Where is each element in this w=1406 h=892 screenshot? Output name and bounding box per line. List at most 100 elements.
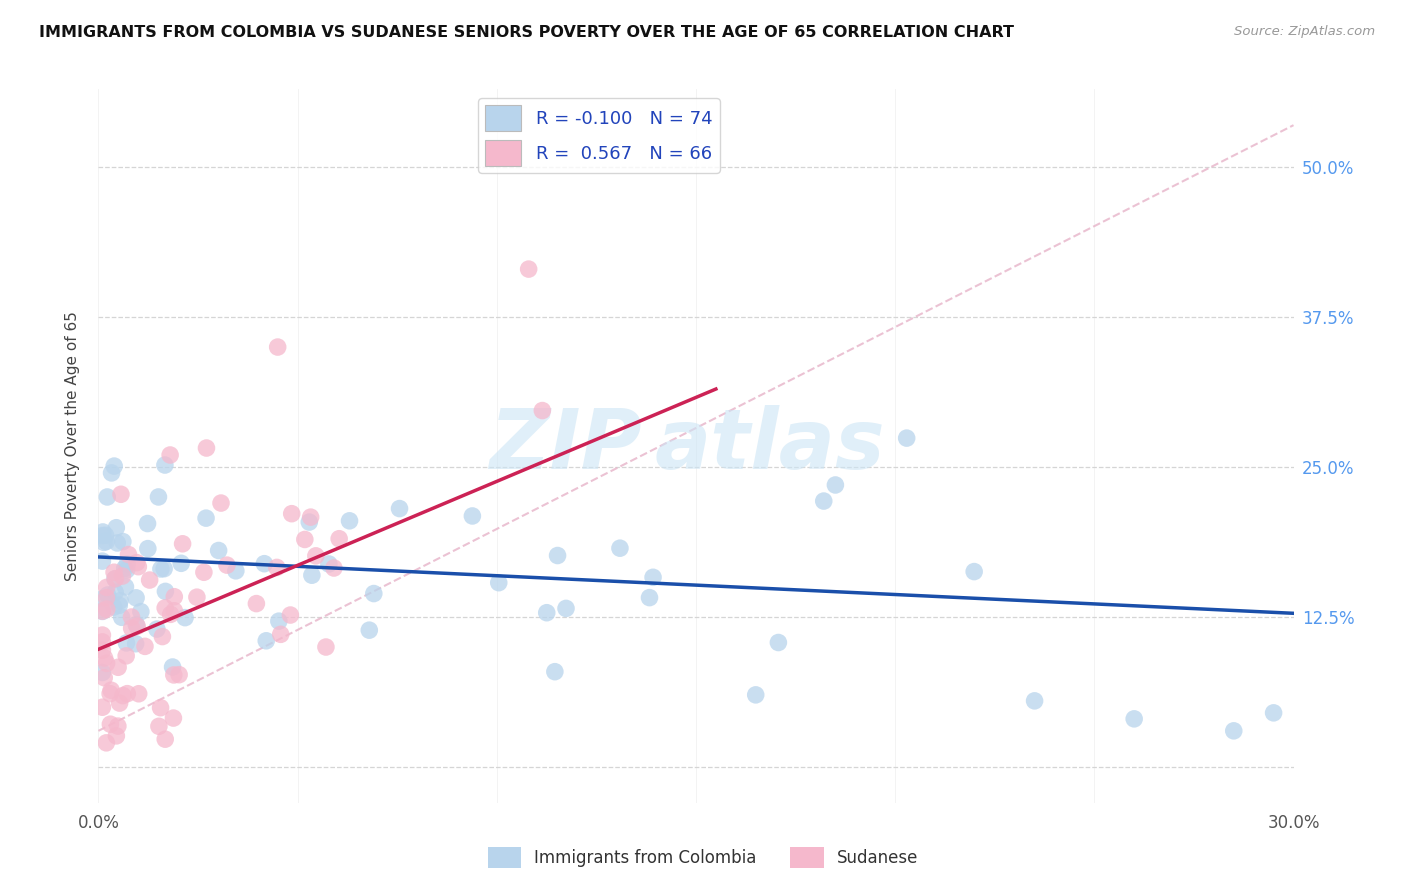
Point [93, 535, 115, 549]
Point [339, 514, 361, 528]
Point [225, 564, 247, 578]
Point [96, 534, 118, 549]
Point [294, 533, 316, 547]
Point [114, 561, 136, 575]
Point [115, 648, 138, 663]
Point [159, 607, 181, 622]
Point [148, 719, 170, 733]
Point [322, 561, 344, 575]
Point [299, 510, 322, 524]
Point [111, 689, 134, 703]
Point [136, 516, 159, 531]
Point [195, 441, 218, 455]
Point [100, 683, 122, 698]
Point [167, 667, 190, 681]
Point [107, 660, 129, 674]
Point [768, 635, 790, 649]
Point [301, 568, 323, 582]
Point [155, 732, 177, 747]
Point [152, 630, 174, 644]
Point [98, 717, 121, 731]
Point [111, 569, 134, 583]
Point [114, 580, 136, 594]
Point [555, 601, 578, 615]
Point [108, 594, 131, 608]
Point [136, 541, 159, 556]
Point [111, 534, 134, 549]
Point [896, 431, 918, 445]
Point [245, 597, 267, 611]
Point [138, 573, 160, 587]
Point [128, 687, 150, 701]
Point [91, 554, 114, 568]
Point [298, 515, 321, 529]
Point [155, 584, 177, 599]
Point [267, 614, 290, 628]
Point [315, 640, 337, 654]
Point [105, 729, 128, 743]
Point [108, 696, 131, 710]
Point [96, 581, 118, 595]
Point [107, 719, 129, 733]
Point [91, 643, 114, 657]
Point [125, 556, 148, 570]
Point [305, 549, 328, 563]
Point [104, 572, 127, 586]
Point [111, 610, 134, 624]
Point [96, 591, 118, 605]
Point [96, 602, 118, 616]
Point [93, 671, 115, 685]
Point [1024, 694, 1046, 708]
Point [638, 591, 661, 605]
Point [172, 537, 194, 551]
Point [110, 487, 132, 501]
Point [96, 736, 118, 750]
Point [461, 508, 484, 523]
Point [824, 478, 846, 492]
Point [91, 628, 114, 642]
Point [186, 590, 208, 604]
Point [115, 636, 138, 650]
Point [153, 458, 176, 472]
Point [280, 608, 302, 623]
Point [153, 562, 176, 576]
Point [146, 622, 169, 636]
Point [125, 617, 148, 632]
Point [91, 524, 114, 539]
Text: ZIP: ZIP [489, 406, 643, 486]
Point [148, 490, 170, 504]
Text: IMMIGRANTS FROM COLOMBIA VS SUDANESE SENIORS POVERTY OVER THE AGE OF 65 CORRELAT: IMMIGRANTS FROM COLOMBIA VS SUDANESE SEN… [39, 25, 1014, 40]
Point [134, 640, 156, 654]
Point [1223, 723, 1246, 738]
Point [91, 604, 114, 618]
Point [159, 448, 181, 462]
Text: atlas: atlas [654, 406, 884, 486]
Point [94, 528, 117, 542]
Point [270, 627, 292, 641]
Point [149, 562, 172, 576]
Point [91, 635, 114, 649]
Point [388, 501, 411, 516]
Point [517, 262, 540, 277]
Point [536, 606, 558, 620]
Point [105, 536, 128, 550]
Point [531, 403, 554, 417]
Point [488, 575, 510, 590]
Point [105, 521, 128, 535]
Point [280, 507, 302, 521]
Point [963, 565, 986, 579]
Point [149, 700, 172, 714]
Point [163, 604, 186, 618]
Point [162, 711, 184, 725]
Point [96, 490, 118, 504]
Point [104, 572, 127, 586]
Point [170, 557, 193, 571]
Point [267, 340, 290, 354]
Point [641, 570, 664, 584]
Point [163, 590, 186, 604]
Point [91, 700, 114, 714]
Point [318, 557, 340, 571]
Point [174, 610, 197, 624]
Point [103, 566, 125, 580]
Point [328, 532, 350, 546]
